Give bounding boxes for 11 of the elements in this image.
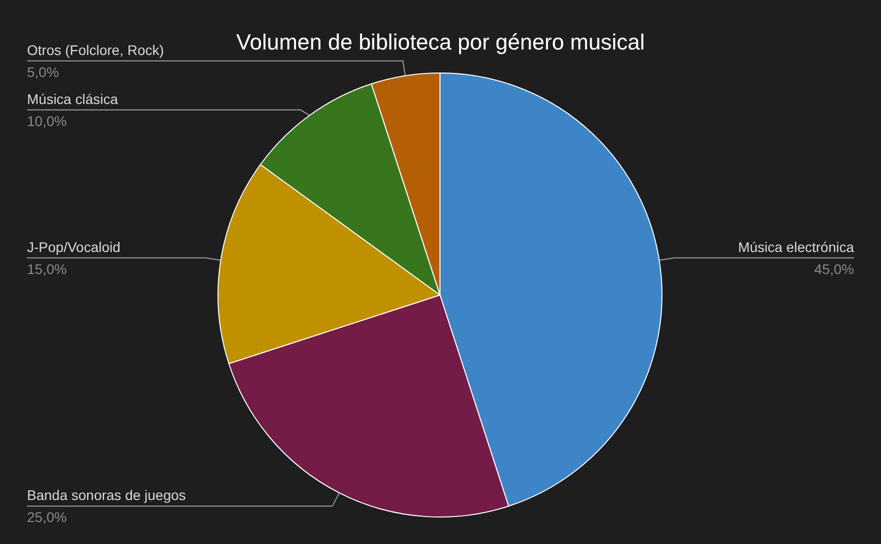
data-label: 10,0% <box>27 112 67 129</box>
chart-title: Volumen de biblioteca por género musical <box>236 30 645 54</box>
data-label: 25,0% <box>27 509 67 526</box>
data-label: 45,0% <box>814 260 854 277</box>
slice-label: Banda sonoras de juegos <box>27 487 186 504</box>
slice-label: Música clásica <box>27 90 118 107</box>
slice-label: Otros (Folclore, Rock) <box>27 42 164 58</box>
slice-label: J-Pop/Vocaloid <box>27 238 120 255</box>
data-label: 5,0% <box>27 64 59 80</box>
data-label: 15,0% <box>27 260 67 277</box>
slice-label: Música electrónica <box>738 238 854 255</box>
